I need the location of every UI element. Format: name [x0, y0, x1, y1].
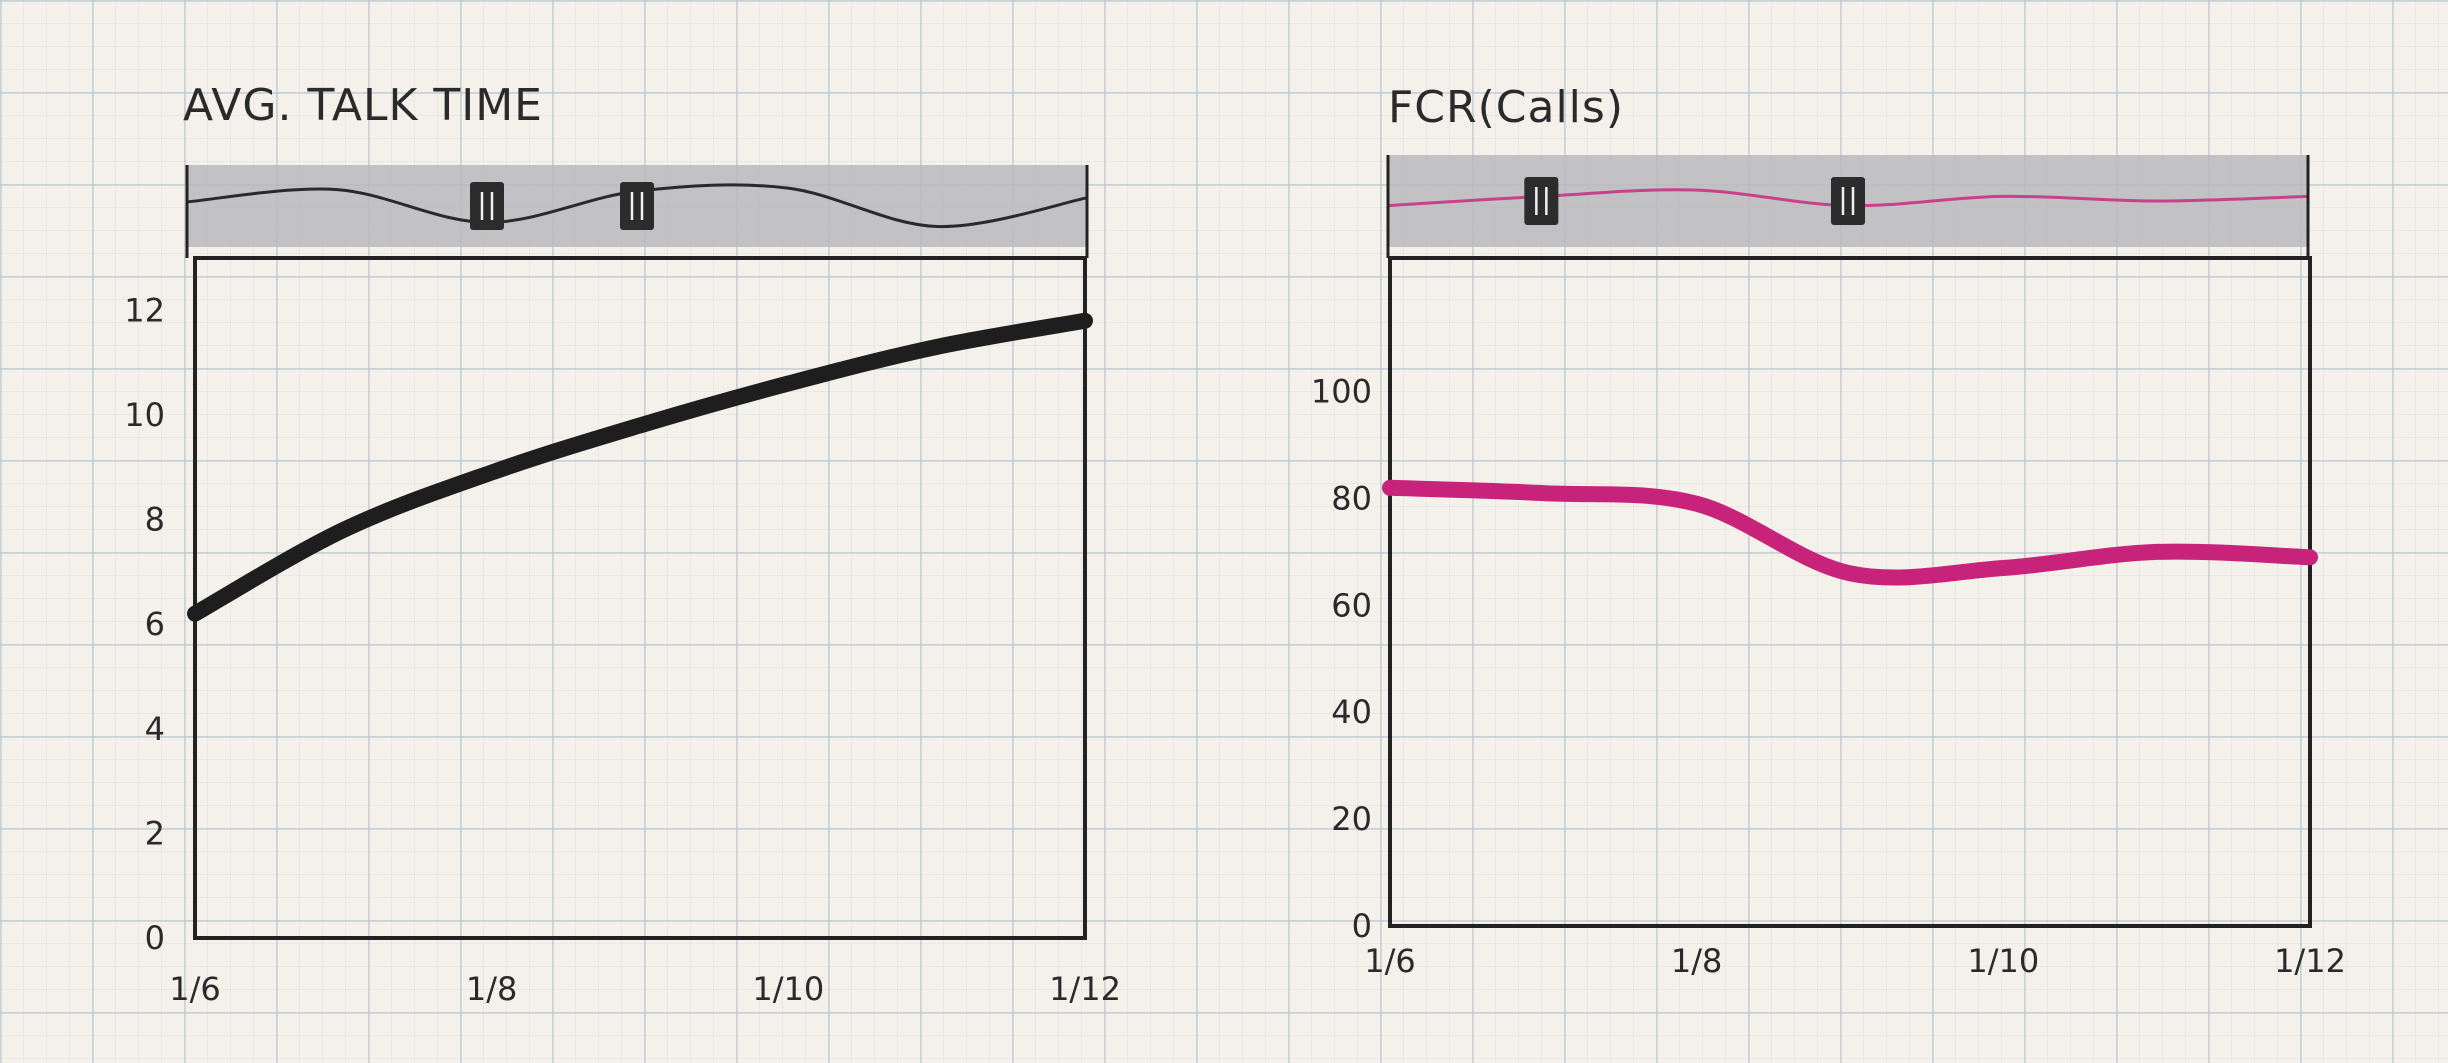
- x-tick-label: 1/12: [2274, 942, 2346, 980]
- y-tick-label: 6: [145, 605, 165, 643]
- x-tick-label: 1/10: [752, 970, 824, 1008]
- x-tick-label: 1/8: [466, 970, 518, 1008]
- series-line: [187, 312, 1093, 622]
- y-tick-label: 8: [145, 501, 165, 539]
- y-tick-label: 100: [1311, 373, 1372, 411]
- y-tick-label: 0: [1352, 907, 1372, 945]
- y-tick-label: 80: [1331, 479, 1372, 517]
- x-tick-label: 1/10: [1967, 942, 2039, 980]
- brush-handle[interactable]: [620, 182, 654, 230]
- y-tick-label: 60: [1331, 586, 1372, 624]
- chart-fcr-calls: FCR(Calls) 0 20 40 60 80 100 1/6 1/8 1/10 1/12: [1311, 82, 2346, 980]
- series-line: [1382, 479, 2318, 586]
- chart-avg-talk-time: AVG. TALK TIME 0 2 4 6 8 10 12 1/6 1/8 1/10 1/12: [124, 80, 1121, 1008]
- y-tick-label: 40: [1331, 693, 1372, 731]
- x-tick-label: 1/12: [1049, 970, 1121, 1008]
- y-tick-label: 12: [124, 291, 165, 329]
- y-tick-label: 4: [145, 710, 165, 748]
- brush-handle[interactable]: [1524, 177, 1559, 225]
- y-tick-label: 0: [145, 919, 165, 957]
- y-tick-label: 20: [1331, 800, 1372, 838]
- chart-title: FCR(Calls): [1388, 82, 1624, 133]
- x-tick-label: 1/6: [169, 970, 221, 1008]
- x-tick-label: 1/6: [1364, 942, 1416, 980]
- brush-handle[interactable]: [1831, 177, 1865, 225]
- brush-handle[interactable]: [470, 182, 504, 230]
- x-tick-label: 1/8: [1671, 942, 1723, 980]
- plot-frame: [1388, 256, 2312, 928]
- chart-title: AVG. TALK TIME: [183, 80, 543, 131]
- y-tick-label: 2: [145, 814, 165, 852]
- y-tick-label: 10: [124, 396, 165, 434]
- plot-frame: [193, 256, 1087, 940]
